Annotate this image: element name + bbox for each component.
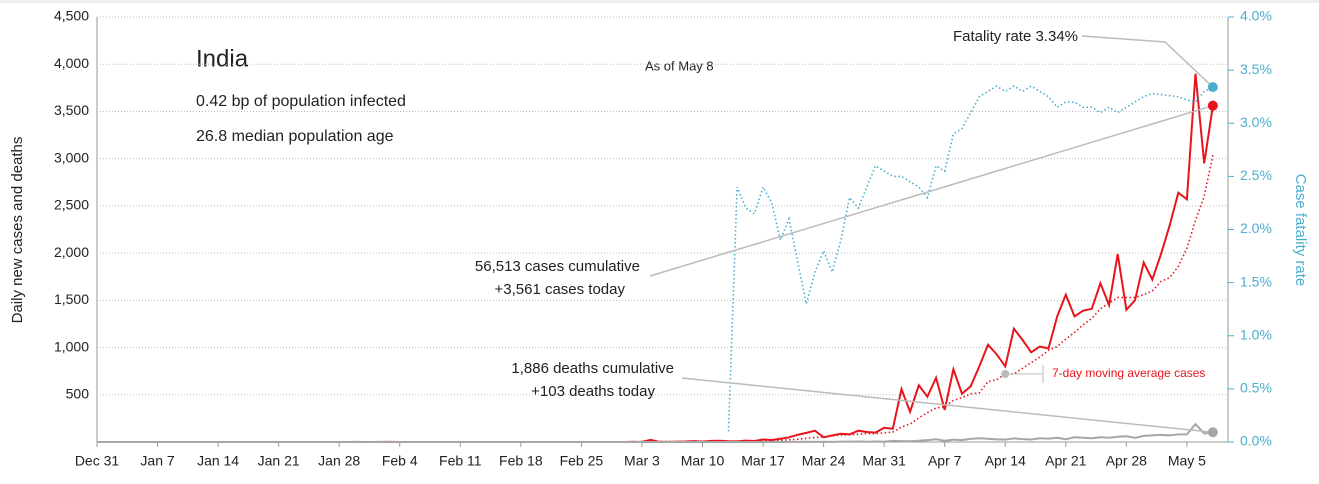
annotation: +103 deaths today: [531, 383, 655, 400]
y-tick-label: 500: [66, 385, 90, 401]
y2-axis-label: Case fatality rate: [1292, 174, 1309, 287]
y-tick-label: 3,000: [54, 149, 89, 165]
x-tick-label: Apr 14: [985, 453, 1026, 469]
end-marker: [1207, 427, 1218, 438]
annotation: 1,886 deaths cumulative: [511, 360, 674, 377]
y-tick-label: 4,000: [54, 55, 89, 71]
y-axis-label: Daily new cases and deaths: [9, 137, 26, 324]
series-line: [727, 85, 1214, 432]
subtitle: 26.8 median population age: [196, 128, 394, 145]
x-tick-label: Feb 4: [382, 453, 418, 469]
x-tick-label: Jan 21: [258, 453, 300, 469]
x-tick-label: Mar 10: [681, 453, 725, 469]
series-line: [97, 422, 1214, 443]
x-tick-label: Feb 11: [439, 453, 482, 469]
annotation: Fatality rate 3.34%: [953, 28, 1078, 45]
end-marker: [1207, 100, 1218, 111]
leader-line: [649, 104, 1214, 277]
y-tick-label: 1,500: [54, 291, 89, 307]
y-tick-label: 4,500: [54, 8, 89, 24]
y2-tick-label: 3.5%: [1240, 61, 1272, 77]
y2-tick-label: 4.0%: [1240, 8, 1272, 24]
x-tick-label: Jan 28: [318, 453, 360, 469]
series-label: 7-day moving average cases: [1052, 366, 1205, 380]
y2-tick-label: 1.5%: [1240, 273, 1272, 289]
callout-dot: [1001, 370, 1010, 378]
x-tick-label: Jan 7: [140, 453, 174, 469]
leader-line: [1081, 35, 1214, 88]
date-note: As of May 8: [645, 58, 714, 73]
y-tick-label: 3,500: [54, 102, 89, 118]
y2-tick-label: 0.5%: [1240, 380, 1272, 396]
x-tick-label: Apr 7: [928, 453, 962, 469]
y2-tick-label: 3.0%: [1240, 114, 1272, 130]
leader-line: [681, 377, 1213, 434]
y2-tick-label: 2.5%: [1240, 167, 1272, 183]
annotation: 56,513 cases cumulative: [475, 258, 640, 275]
end-marker: [1207, 82, 1218, 93]
x-tick-label: Mar 24: [802, 453, 846, 469]
x-tick-label: Feb 18: [499, 453, 543, 469]
x-tick-label: Apr 21: [1045, 453, 1086, 469]
x-tick-label: Mar 31: [862, 453, 906, 469]
y2-tick-label: 2.0%: [1240, 220, 1272, 236]
subtitle: 0.42 bp of population infected: [196, 93, 406, 110]
x-tick-label: Apr 28: [1106, 453, 1147, 469]
x-tick-label: Jan 14: [197, 453, 239, 469]
x-tick-label: Dec 31: [75, 453, 120, 469]
y2-tick-label: 1.0%: [1240, 326, 1272, 342]
y-tick-label: 2,000: [54, 244, 89, 260]
annotation: +3,561 cases today: [494, 281, 625, 298]
x-tick-label: Mar 17: [741, 453, 785, 469]
x-tick-label: Feb 25: [560, 453, 604, 469]
x-tick-label: Mar 3: [624, 453, 660, 469]
y2-tick-label: 0.0%: [1240, 433, 1272, 449]
top-strip: [0, 0, 1319, 3]
chart-title: India: [196, 45, 249, 72]
y-tick-label: 2,500: [54, 197, 89, 213]
x-tick-label: May 5: [1168, 453, 1206, 469]
y-tick-label: 1,000: [54, 338, 89, 354]
